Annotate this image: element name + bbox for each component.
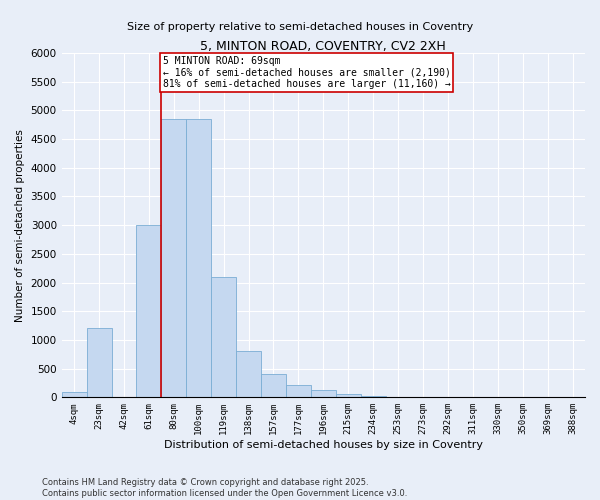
Bar	[211, 277, 236, 398]
Y-axis label: Number of semi-detached properties: Number of semi-detached properties	[15, 128, 25, 322]
Bar	[261, 374, 286, 398]
Bar	[336, 394, 361, 398]
Bar	[311, 390, 336, 398]
Bar	[186, 119, 211, 398]
Text: Contains HM Land Registry data © Crown copyright and database right 2025.
Contai: Contains HM Land Registry data © Crown c…	[42, 478, 407, 498]
X-axis label: Distribution of semi-detached houses by size in Coventry: Distribution of semi-detached houses by …	[164, 440, 483, 450]
Bar	[386, 397, 410, 398]
Bar	[286, 384, 311, 398]
Bar	[62, 392, 86, 398]
Text: Size of property relative to semi-detached houses in Coventry: Size of property relative to semi-detach…	[127, 22, 473, 32]
Bar	[236, 352, 261, 398]
Bar	[161, 119, 186, 398]
Bar	[136, 225, 161, 398]
Bar	[361, 396, 386, 398]
Title: 5, MINTON ROAD, COVENTRY, CV2 2XH: 5, MINTON ROAD, COVENTRY, CV2 2XH	[200, 40, 446, 53]
Bar	[86, 328, 112, 398]
Text: 5 MINTON ROAD: 69sqm
← 16% of semi-detached houses are smaller (2,190)
81% of se: 5 MINTON ROAD: 69sqm ← 16% of semi-detac…	[163, 56, 451, 89]
